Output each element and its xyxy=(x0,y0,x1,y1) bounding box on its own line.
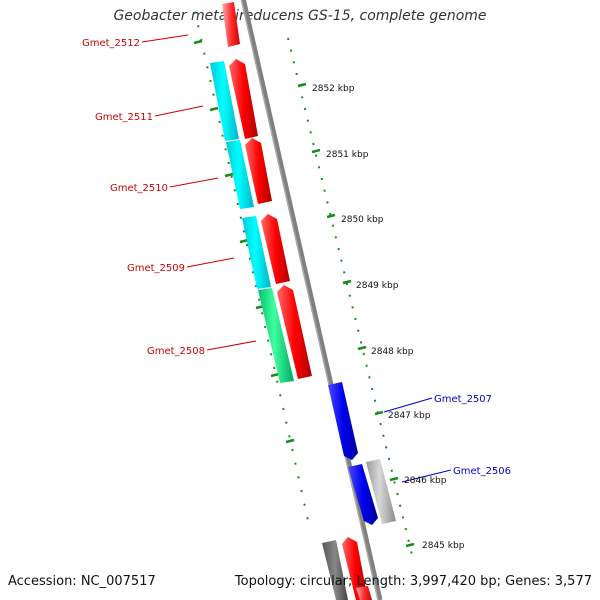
outer-tick-track xyxy=(287,37,413,556)
gene-label-gmet-2510[interactable]: Gmet_2510 xyxy=(110,183,168,194)
scale-label: 2846 kbp xyxy=(404,476,447,486)
scale-label: 2851 kbp xyxy=(326,150,369,160)
major-ticks xyxy=(297,82,415,548)
map-title: Geobacter metallireducens GS-15, complet… xyxy=(113,8,487,24)
cog-block-cyan-3 xyxy=(242,216,271,289)
gene-gmet-2508[interactable] xyxy=(277,285,312,379)
gene-gmet-2512[interactable] xyxy=(222,2,240,47)
scale-label: 2848 kbp xyxy=(371,347,414,357)
gene-label-gmet-2508[interactable]: Gmet_2508 xyxy=(147,346,205,357)
cog-block-green xyxy=(258,288,294,383)
gene-labels: Gmet_2512 Gmet_2511 Gmet_2510 Gmet_2509 … xyxy=(82,38,511,477)
genome-backbone xyxy=(240,0,383,600)
gene-gmet-2509[interactable] xyxy=(261,214,290,284)
scale-label: 2849 kbp xyxy=(356,281,399,291)
gene-label-gmet-2507[interactable]: Gmet_2507 xyxy=(434,394,492,405)
scale-label: 2845 kbp xyxy=(422,541,465,551)
accession-label: Accession: NC_007517 xyxy=(8,574,156,589)
cog-block-cyan-1 xyxy=(210,61,239,141)
gene-bottom-red[interactable] xyxy=(342,537,368,600)
genome-backbone-highlight xyxy=(240,0,379,600)
forward-genes xyxy=(222,2,368,600)
gene-gmet-2506[interactable] xyxy=(348,464,378,525)
gene-label-gmet-2506[interactable]: Gmet_2506 xyxy=(453,466,511,477)
inner-tick-track xyxy=(191,0,309,521)
scale-label: 2847 kbp xyxy=(388,411,431,421)
gene-gmet-2511[interactable] xyxy=(229,59,258,139)
gene-label-gmet-2512[interactable]: Gmet_2512 xyxy=(82,38,140,49)
cog-block-cyan-2 xyxy=(226,140,254,209)
cog-blocks xyxy=(210,61,396,600)
scale-labels: 2852 kbp 2851 kbp 2850 kbp 2849 kbp 2848… xyxy=(312,84,465,551)
label-leaders xyxy=(141,34,452,483)
gene-gmet-2507[interactable] xyxy=(328,382,358,460)
scale-label: 2852 kbp xyxy=(312,84,355,94)
gene-label-gmet-2511[interactable]: Gmet_2511 xyxy=(95,112,153,123)
gene-label-gmet-2509[interactable]: Gmet_2509 xyxy=(127,263,185,274)
cog-block-pink xyxy=(356,586,372,600)
inner-ticks xyxy=(193,39,295,444)
scale-label: 2850 kbp xyxy=(341,215,384,225)
genome-summary: Topology: circular; Length: 3,997,420 bp… xyxy=(234,574,592,589)
gene-gmet-2510[interactable] xyxy=(245,138,272,204)
gene-bottom-dark[interactable] xyxy=(322,540,348,600)
reverse-genes xyxy=(322,382,378,600)
cog-block-gray xyxy=(366,459,396,524)
